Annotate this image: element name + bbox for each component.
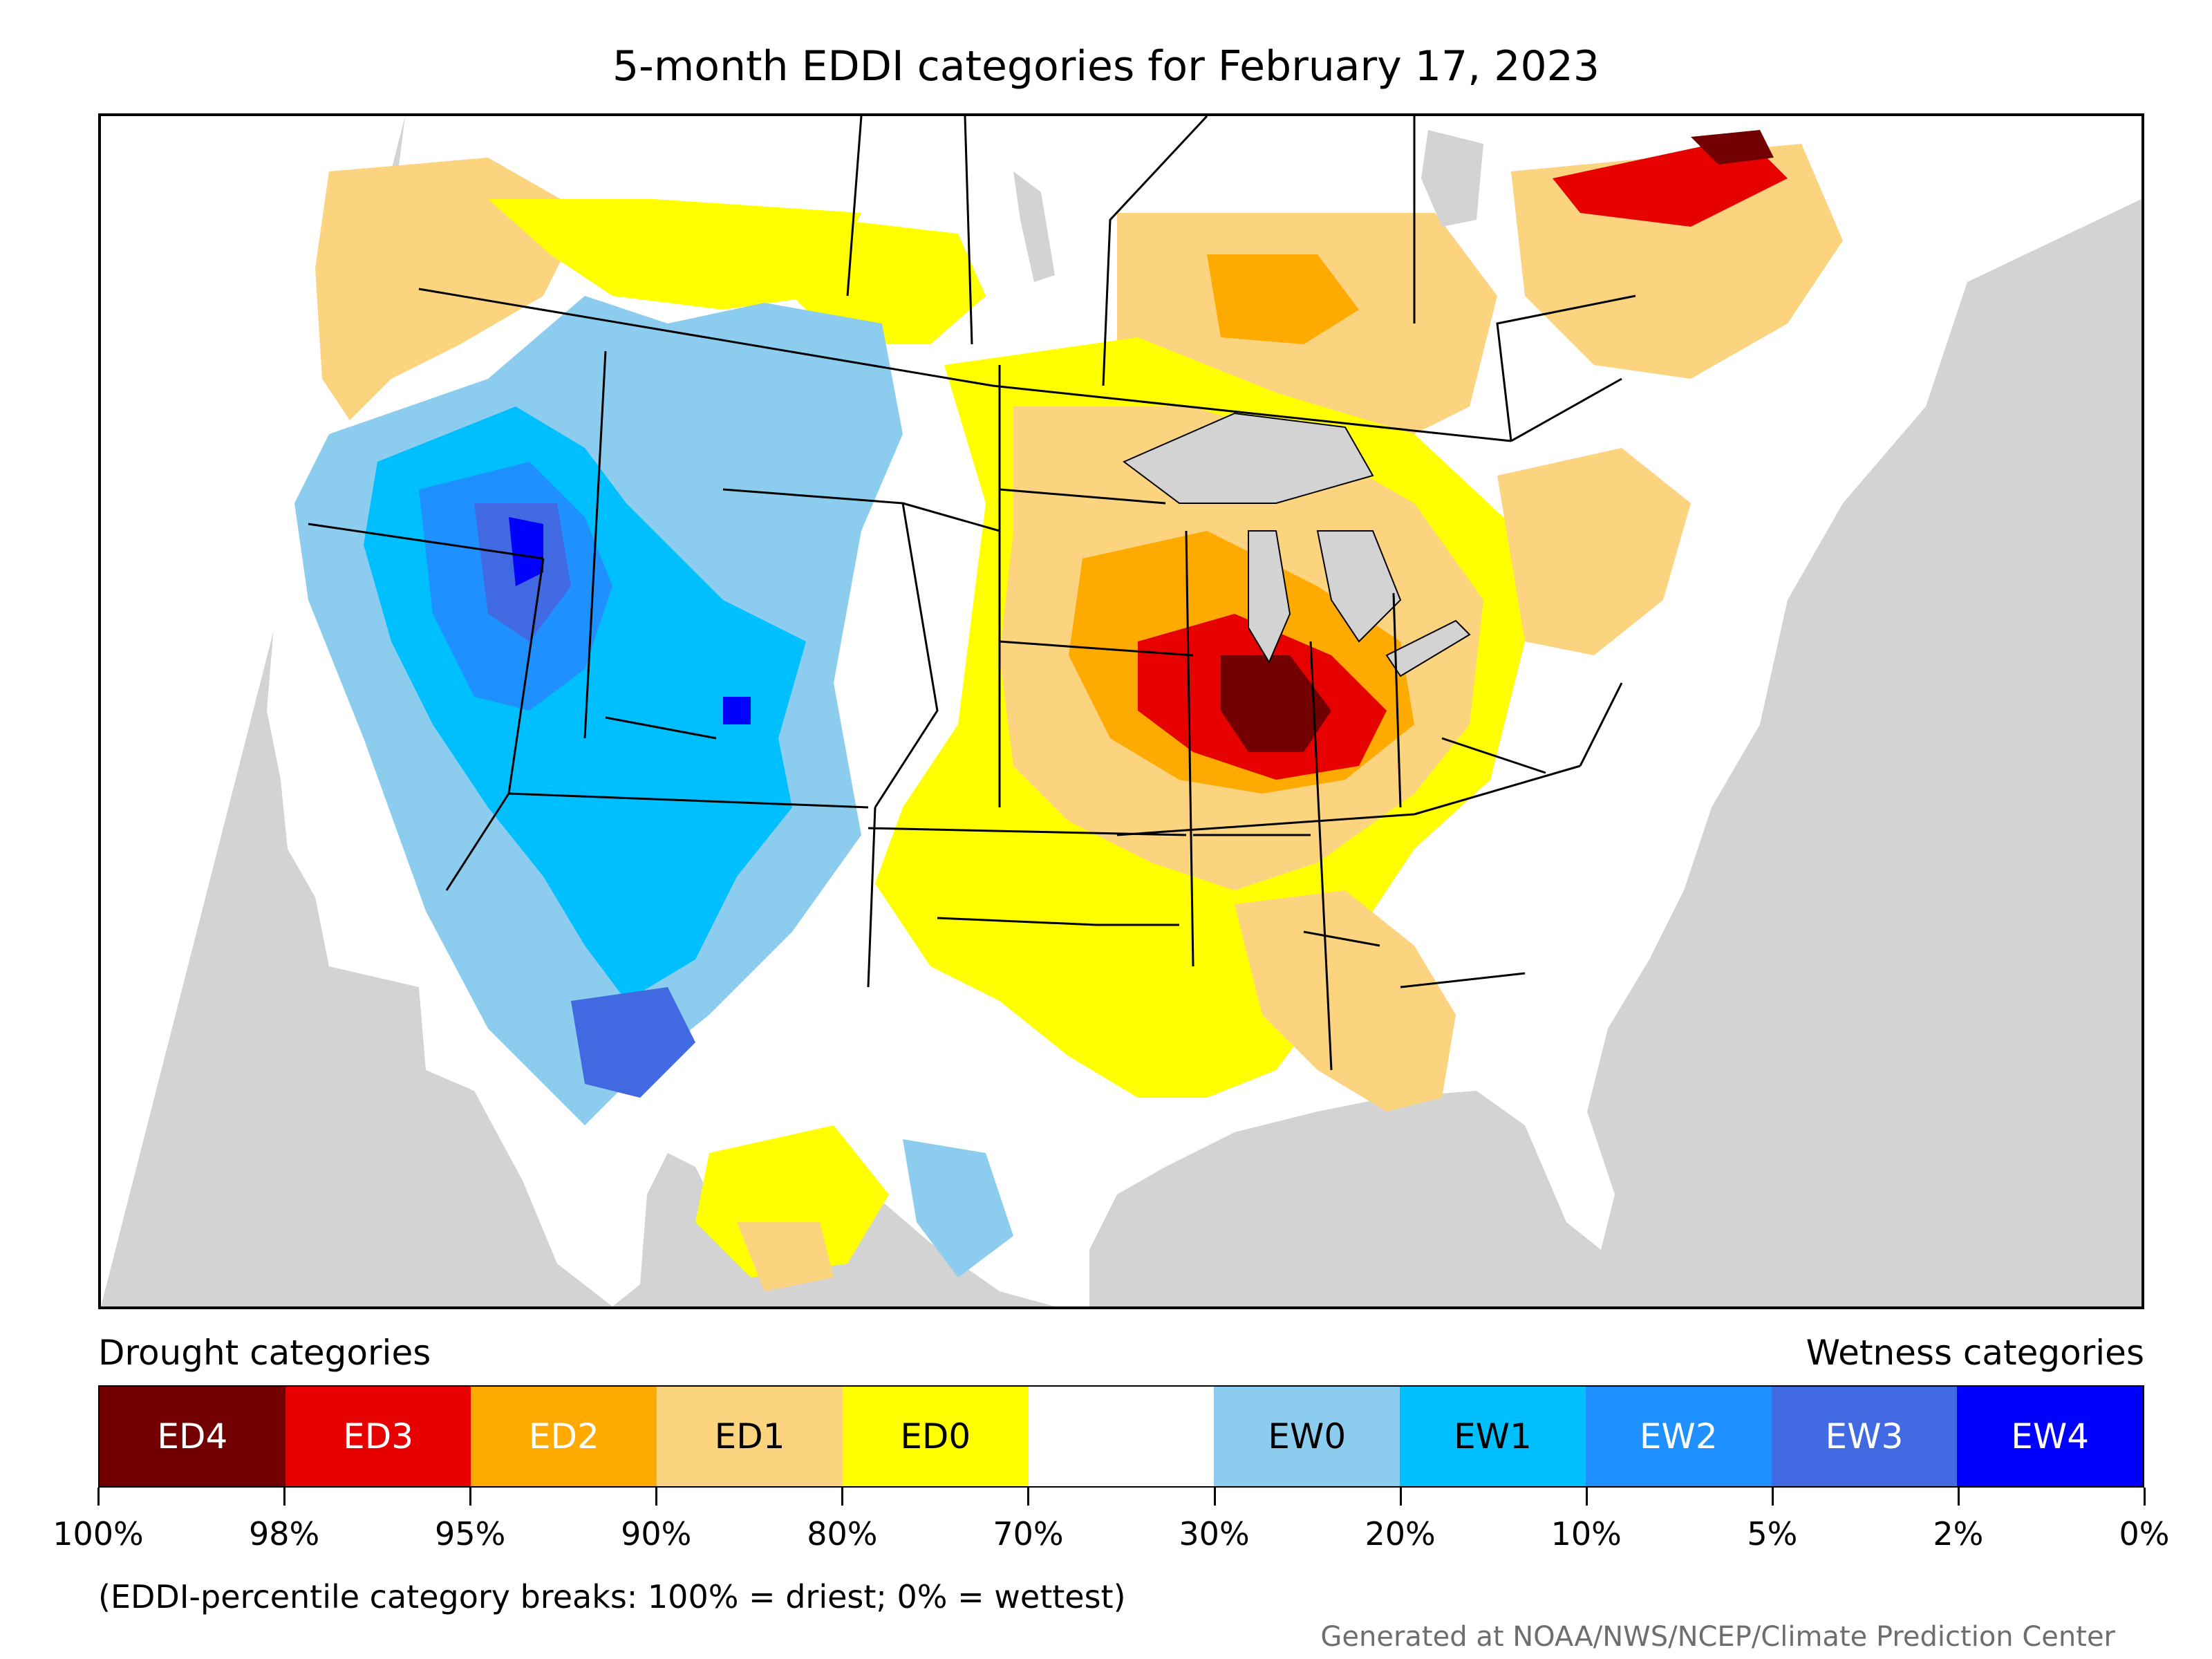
lake-winnipeg — [1013, 171, 1055, 282]
region-sw-ew3 — [571, 987, 695, 1098]
region-texas-ed1 — [737, 1222, 834, 1291]
colorbar-tick-labels: 100% 98% 95% 90% 80% 70% 30% 20% 10% 5% 2% 0% — [53, 1515, 2169, 1559]
colorbar-tick — [1027, 1488, 1030, 1506]
lake-michigan — [1248, 530, 1291, 664]
colorbar-swatch: EW0 — [1214, 1387, 1400, 1486]
region-co-ew4 — [723, 697, 751, 724]
wetness-categories-label: Wetness categories — [1806, 1333, 2144, 1373]
colorbar-tick — [97, 1488, 100, 1506]
colorbar-swatch: ED1 — [657, 1387, 843, 1486]
lake-superior — [1123, 412, 1374, 504]
colorbar-swatch: EW2 — [1585, 1387, 1772, 1486]
colorbar-swatch: ED2 — [471, 1387, 657, 1486]
colorbar-tick-label: 30% — [1179, 1515, 1250, 1553]
region-northeast-ed1 — [1497, 448, 1691, 655]
colorbar-swatch: EW4 — [1957, 1387, 2144, 1486]
colorbar-tick-label: 80% — [807, 1515, 878, 1553]
colorbar-tick — [1957, 1488, 1960, 1506]
credit-line: Generated at NOAA/NWS/NCEP/Climate Predi… — [1320, 1621, 2115, 1653]
colorbar-tick-label: 0% — [2119, 1515, 2170, 1553]
colorbar-tick-label: 100% — [53, 1515, 144, 1553]
colorbar-tick — [469, 1488, 472, 1506]
colorbar-tick-label: 98% — [248, 1515, 320, 1553]
eddi-map — [98, 113, 2144, 1309]
colorbar-tick — [1213, 1488, 1216, 1506]
colorbar-tick-label: 10% — [1550, 1515, 1622, 1553]
map-title: 5-month EDDI categories for February 17,… — [612, 42, 1600, 91]
colorbar-tick-label: 95% — [435, 1515, 506, 1553]
colorbar-swatch: ED4 — [100, 1387, 285, 1486]
colorbar-tick — [283, 1488, 286, 1506]
colorbar-tick-label: 5% — [1747, 1515, 1798, 1553]
james-bay — [1421, 130, 1483, 227]
colorbar-tick — [1399, 1488, 1402, 1506]
region-quebec-ed4 — [1691, 130, 1774, 165]
region-west-ew4 — [509, 517, 543, 586]
region-midwest-ed4 — [1221, 655, 1331, 752]
colorbar-swatch: ED3 — [285, 1387, 471, 1486]
colorbar-swatch: EW1 — [1400, 1387, 1586, 1486]
region-gulf-ew0 — [903, 1139, 1013, 1277]
colorbar-tick — [1771, 1488, 1774, 1506]
region-southeast-ed1 — [1235, 890, 1456, 1112]
lake-huron — [1316, 530, 1402, 643]
colorbar-tick-label: 90% — [621, 1515, 692, 1553]
colorbar-swatch: EW3 — [1771, 1387, 1958, 1486]
colorbar-tick-label: 20% — [1365, 1515, 1436, 1553]
colorbar-swatch — [1028, 1387, 1215, 1486]
colorbar-tick-label: 70% — [993, 1515, 1064, 1553]
colorbar-tick — [655, 1488, 658, 1506]
drought-categories-label: Drought categories — [98, 1333, 431, 1373]
colorbar-tick-label: 2% — [1933, 1515, 1984, 1553]
category-colorbar: ED4 ED3 ED2 ED1 ED0 EW0 EW1 EW2 EW3 EW4 — [98, 1385, 2144, 1488]
boundary-lines — [308, 116, 1636, 1071]
map-canvas — [101, 116, 2141, 1306]
region-pnw-ed0 — [488, 199, 861, 310]
region-canada-ed2 — [1207, 254, 1359, 344]
colorbar-tick — [1585, 1488, 1588, 1506]
category-breaks-note: (EDDI-percentile category breaks: 100% =… — [98, 1578, 1126, 1615]
colorbar-tick — [2144, 1488, 2146, 1506]
colorbar-swatch: ED0 — [842, 1387, 1029, 1486]
colorbar-ticks — [97, 1488, 2146, 1515]
colorbar-tick — [841, 1488, 844, 1506]
